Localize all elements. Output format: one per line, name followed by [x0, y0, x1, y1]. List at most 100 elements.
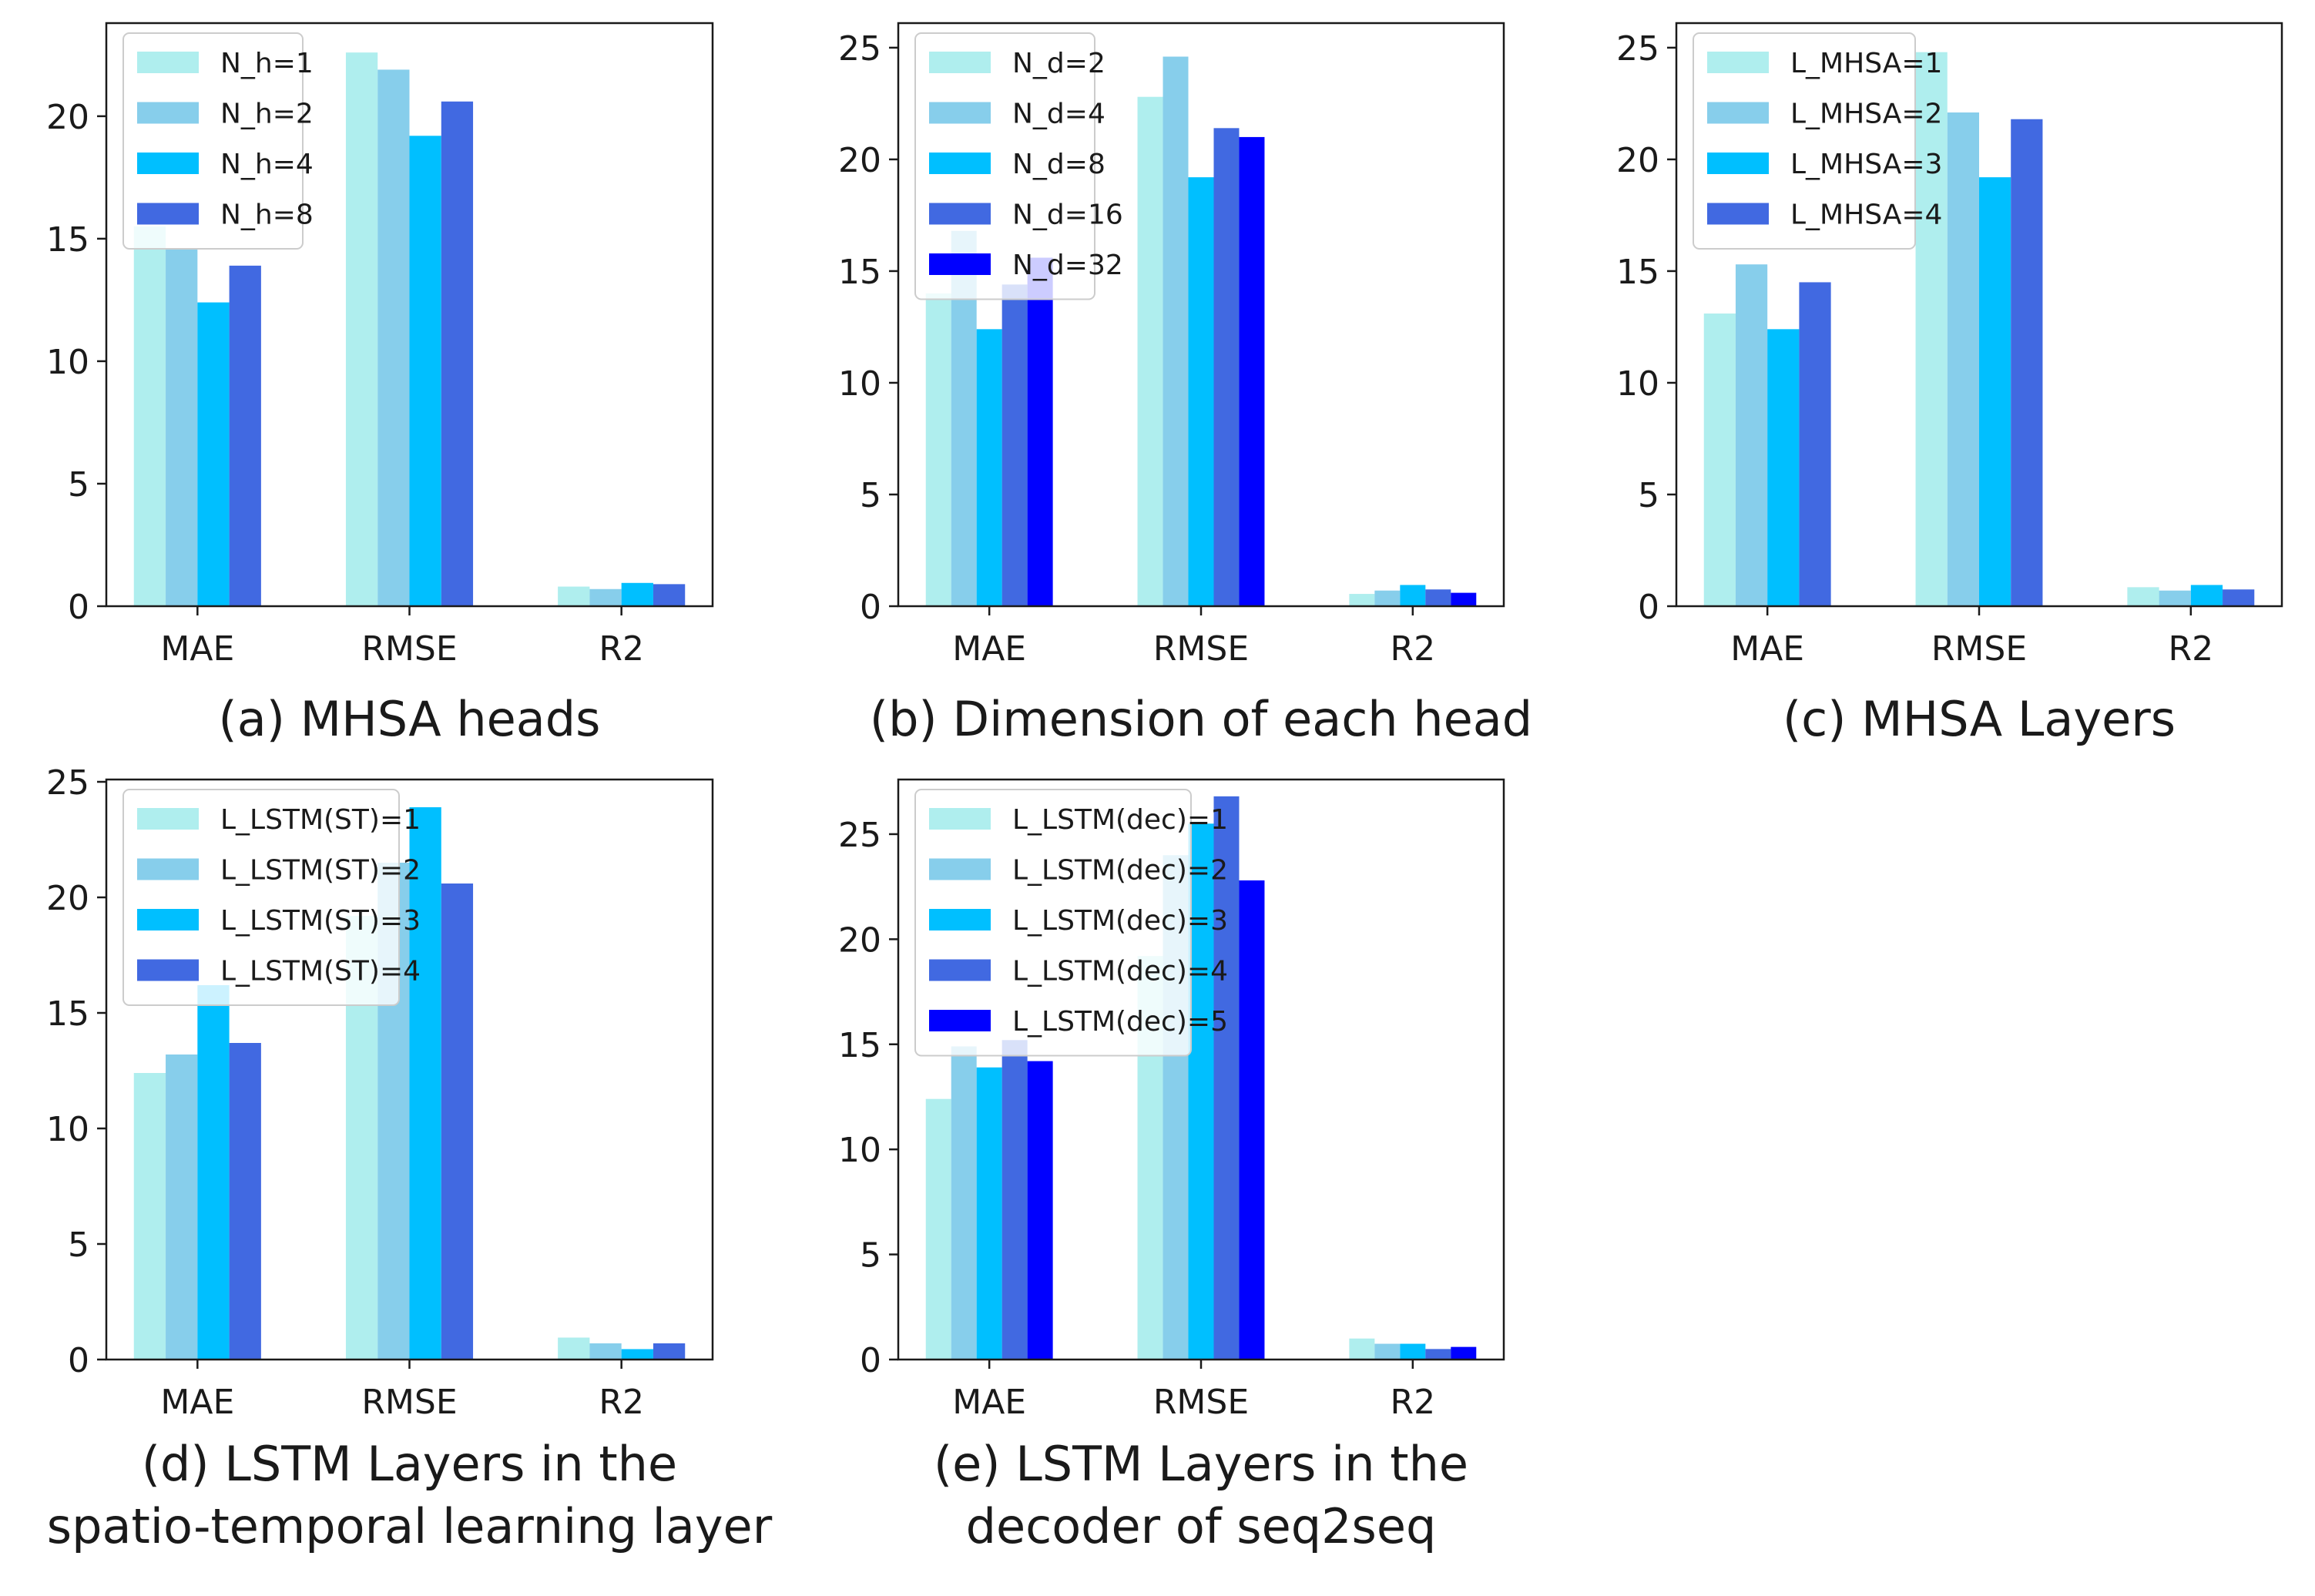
- bar-N_d=8-R2: [1400, 585, 1426, 606]
- y-tick-label: 10: [838, 1131, 881, 1170]
- legend-label: N_d=16: [1012, 200, 1123, 231]
- bar-L_LSTM(ST)=2-MAE: [166, 1054, 198, 1360]
- y-tick-label: 15: [46, 220, 89, 260]
- y-tick-label: 25: [1616, 29, 1659, 69]
- bar-L_LSTM(dec)=3-RMSE: [1188, 823, 1214, 1360]
- bar-L_LSTM(dec)=2-R2: [1374, 1343, 1401, 1360]
- caption: (a) MHSA heads: [219, 691, 601, 747]
- bar-L_LSTM(dec)=3-R2: [1400, 1343, 1426, 1360]
- y-tick-label: 15: [838, 253, 881, 292]
- legend-label: L_MHSA=1: [1790, 48, 1942, 79]
- legend-swatch: [137, 203, 199, 225]
- legend-swatch: [137, 52, 199, 73]
- y-tick-label: 20: [838, 920, 881, 960]
- bar-L_MHSA=3-MAE: [1767, 329, 1800, 606]
- y-tick-label: 15: [46, 994, 89, 1034]
- legend-swatch: [929, 153, 991, 174]
- bar-N_h=4-R2: [621, 582, 653, 606]
- legend: N_d=2 N_d=4 N_d=8 N_d=16 N_d=32: [914, 32, 1123, 300]
- bar-N_d=32-RMSE: [1239, 136, 1265, 607]
- y-tick-label: 0: [1638, 588, 1659, 627]
- bar-L_LSTM(dec)=5-RMSE: [1239, 880, 1265, 1360]
- legend-label: L_LSTM(ST)=1: [220, 804, 421, 836]
- legend-label: L_MHSA=3: [1790, 149, 1942, 180]
- legend-label: N_d=8: [1012, 149, 1105, 180]
- y-tick-label: 5: [1638, 476, 1659, 515]
- y-tick-label: 25: [838, 816, 881, 855]
- y-tick-label: 20: [1616, 141, 1659, 180]
- bar-L_LSTM(ST)=1-R2: [558, 1337, 590, 1360]
- bar-N_h=8-RMSE: [441, 101, 474, 606]
- bar-L_LSTM(dec)=4-RMSE: [1213, 796, 1240, 1360]
- bar-N_h=8-R2: [653, 584, 686, 606]
- legend: L_MHSA=1 L_MHSA=2 L_MHSA=3 L_MHSA=4: [1693, 32, 1942, 250]
- bar-N_d=4-R2: [1374, 590, 1401, 606]
- legend-label: L_LSTM(dec)=1: [1012, 804, 1228, 836]
- y-tick-label: 10: [46, 1110, 89, 1149]
- legend-label: N_d=4: [1012, 99, 1105, 130]
- bar-N_d=8-RMSE: [1188, 177, 1214, 606]
- legend-label: L_LSTM(dec)=3: [1012, 905, 1228, 937]
- bar-N_h=1-R2: [558, 586, 590, 606]
- legend-label: L_LSTM(dec)=4: [1012, 956, 1228, 987]
- bar-L_LSTM(dec)=3-MAE: [976, 1067, 1002, 1360]
- x-tick-label: MAE: [160, 1383, 234, 1422]
- legend-swatch: [929, 52, 991, 73]
- y-tick-label: 0: [860, 588, 881, 627]
- legend-label: L_LSTM(dec)=5: [1012, 1006, 1228, 1038]
- bar-L_LSTM(ST)=3-MAE: [197, 985, 230, 1360]
- legend: L_LSTM(ST)=1 L_LSTM(ST)=2 L_LSTM(ST)=3 L_LS…: [122, 789, 421, 1006]
- bar-N_h=2-R2: [589, 588, 622, 606]
- y-tick-label: 10: [838, 364, 881, 404]
- bar-L_LSTM(ST)=3-R2: [621, 1349, 653, 1360]
- chart-a: 0 5 10 15 20 MAE RMSE R2 N_h=1 N_h=2 N_h=4 N_h=8 (a)…: [46, 22, 714, 747]
- bar-N_h=2-MAE: [166, 248, 198, 606]
- caption: (b) Dimension of each head: [870, 691, 1532, 747]
- legend-swatch: [1707, 203, 1769, 225]
- legend-swatch: [1707, 52, 1769, 73]
- bar-L_MHSA=4-MAE: [1799, 282, 1831, 606]
- x-tick-label: R2: [1391, 629, 1436, 669]
- bar-N_d=16-R2: [1425, 589, 1451, 606]
- bar-N_d=16-RMSE: [1213, 128, 1240, 606]
- legend-label: N_h=8: [220, 200, 314, 231]
- bar-N_d=4-RMSE: [1163, 56, 1189, 606]
- legend-box: [914, 32, 1095, 300]
- y-tick-label: 20: [46, 98, 89, 137]
- bar-L_MHSA=1-RMSE: [1915, 52, 1948, 606]
- y-tick-label: 25: [838, 29, 881, 69]
- legend-label: L_LSTM(dec)=2: [1012, 855, 1228, 887]
- legend-swatch: [929, 858, 991, 880]
- x-tick-label: RMSE: [1153, 1383, 1249, 1422]
- legend-label: L_LSTM(ST)=4: [220, 956, 421, 987]
- y-tick-label: 5: [860, 1236, 881, 1276]
- legend-swatch: [1707, 102, 1769, 124]
- legend-box: [1693, 32, 1916, 250]
- legend-label: L_MHSA=2: [1790, 99, 1942, 130]
- bar-L_LSTM(ST)=4-R2: [653, 1343, 686, 1360]
- bar-L_MHSA=1-R2: [2127, 587, 2159, 606]
- bar-L_LSTM(dec)=4-MAE: [1001, 1040, 1028, 1360]
- x-tick-label: RMSE: [361, 1383, 457, 1422]
- legend-label: L_LSTM(ST)=2: [220, 855, 421, 887]
- bar-N_h=1-MAE: [133, 226, 166, 606]
- legend-label: N_d=2: [1012, 48, 1105, 79]
- bar-N_d=2-RMSE: [1137, 96, 1163, 606]
- legend-swatch: [929, 909, 991, 930]
- legend-swatch: [929, 959, 991, 981]
- bar-L_LSTM(dec)=5-R2: [1451, 1346, 1477, 1360]
- bar-L_MHSA=4-R2: [2223, 589, 2255, 606]
- y-tick-label: 0: [860, 1341, 881, 1380]
- x-tick-label: RMSE: [1931, 629, 2027, 669]
- legend-box: [122, 32, 304, 250]
- bar-N_d=32-R2: [1451, 592, 1477, 606]
- legend-swatch: [929, 253, 991, 275]
- x-tick-label: R2: [1391, 1383, 1436, 1422]
- y-tick-label: 5: [860, 476, 881, 515]
- bar-L_LSTM(dec)=1-R2: [1349, 1338, 1375, 1360]
- legend-swatch: [929, 1010, 991, 1031]
- legend: N_h=1 N_h=2 N_h=4 N_h=8: [122, 32, 314, 250]
- bar-L_LSTM(dec)=5-MAE: [1027, 1061, 1053, 1360]
